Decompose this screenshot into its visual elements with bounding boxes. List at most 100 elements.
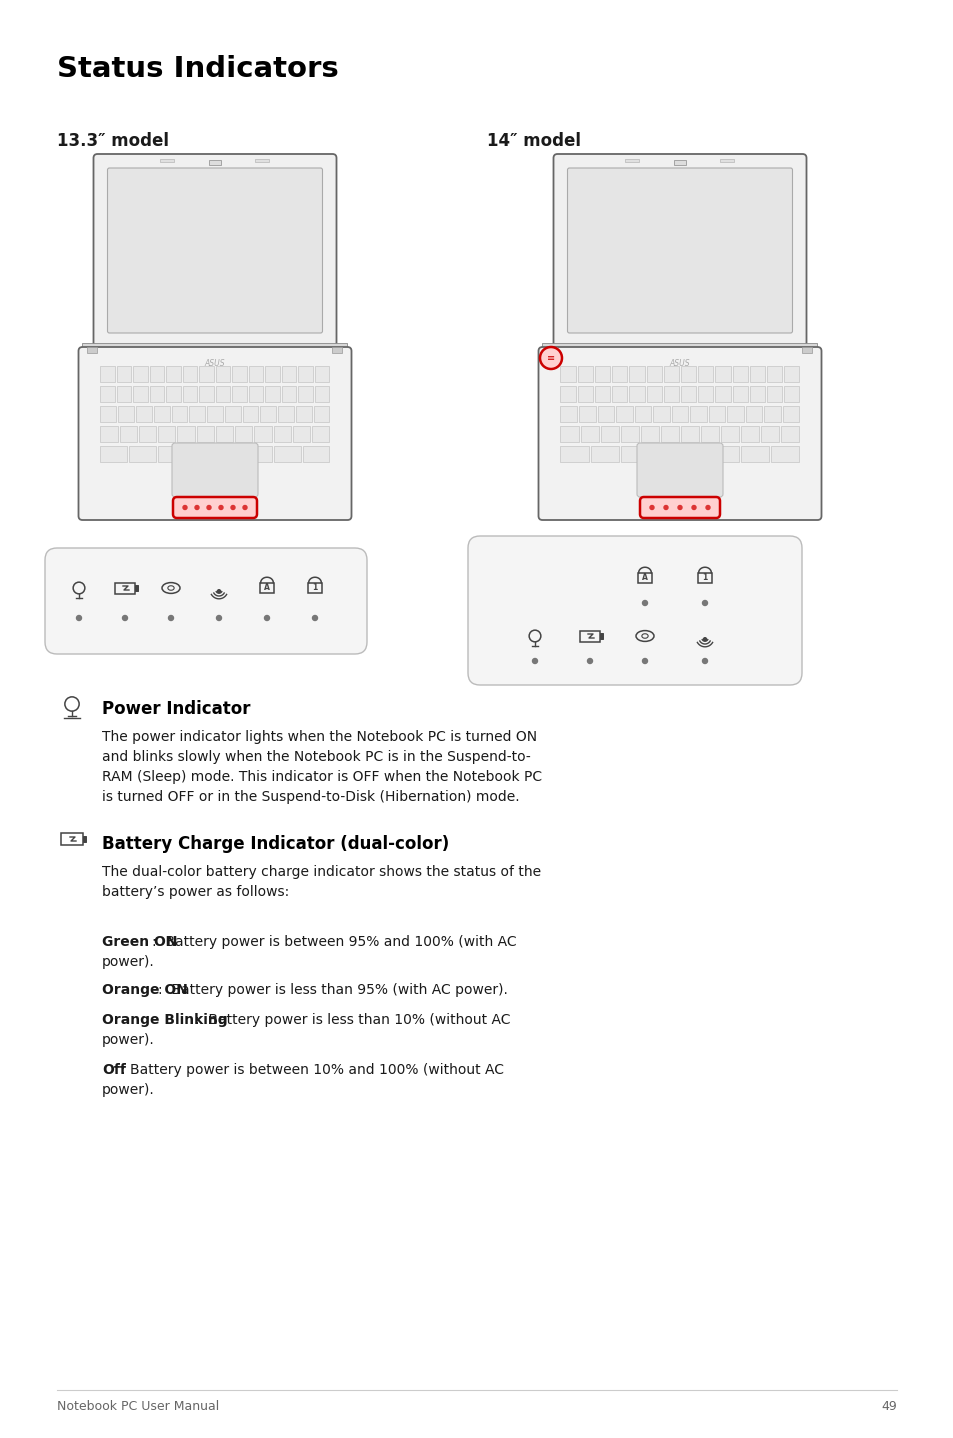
Bar xyxy=(542,344,817,351)
Bar xyxy=(215,426,233,441)
Bar xyxy=(265,385,280,403)
Bar xyxy=(673,160,685,165)
Bar xyxy=(708,406,724,421)
Circle shape xyxy=(587,659,592,663)
Bar xyxy=(547,347,557,352)
Circle shape xyxy=(231,506,234,509)
Bar xyxy=(308,582,322,594)
Bar xyxy=(100,385,115,403)
Circle shape xyxy=(532,659,537,663)
Bar xyxy=(597,406,614,421)
Bar xyxy=(100,367,115,383)
Bar xyxy=(579,630,599,641)
Bar xyxy=(745,406,761,421)
Bar xyxy=(732,385,747,403)
Text: The power indicator lights when the Notebook PC is turned ON: The power indicator lights when the Note… xyxy=(102,731,537,743)
Bar xyxy=(660,426,679,441)
Bar xyxy=(680,446,708,462)
Text: Off: Off xyxy=(102,1063,126,1077)
Bar xyxy=(720,160,733,162)
Bar xyxy=(254,160,269,162)
Text: and blinks slowly when the Notebook PC is in the Suspend-to-: and blinks slowly when the Notebook PC i… xyxy=(102,751,530,764)
Bar xyxy=(629,367,644,383)
FancyBboxPatch shape xyxy=(93,154,336,347)
Bar xyxy=(760,426,779,441)
Text: ≡: ≡ xyxy=(546,352,555,362)
Text: RAM (Sleep) mode. This indicator is OFF when the Notebook PC: RAM (Sleep) mode. This indicator is OFF … xyxy=(102,769,541,784)
Text: ASUS: ASUS xyxy=(669,360,690,368)
Bar xyxy=(100,426,117,441)
Circle shape xyxy=(705,506,709,509)
Text: Green ON: Green ON xyxy=(102,935,177,949)
Bar xyxy=(254,426,272,441)
Bar xyxy=(740,426,759,441)
Bar xyxy=(167,367,181,383)
Bar xyxy=(646,367,661,383)
Bar xyxy=(274,426,291,441)
Bar xyxy=(783,367,799,383)
Bar xyxy=(782,406,799,421)
Bar xyxy=(83,835,86,843)
Circle shape xyxy=(663,506,667,509)
Text: :  Battery power is less than 10% (without AC: : Battery power is less than 10% (withou… xyxy=(194,1012,510,1027)
Bar xyxy=(215,385,231,403)
FancyBboxPatch shape xyxy=(468,536,801,684)
Text: The dual-color battery charge indicator shows the status of the: The dual-color battery charge indicator … xyxy=(102,866,540,879)
Bar xyxy=(88,347,97,352)
Circle shape xyxy=(702,637,706,641)
FancyBboxPatch shape xyxy=(537,347,821,521)
Bar xyxy=(726,406,743,421)
Bar xyxy=(158,426,175,441)
Bar xyxy=(274,446,300,462)
Bar xyxy=(697,572,712,584)
Bar xyxy=(732,367,747,383)
Bar xyxy=(700,426,719,441)
Circle shape xyxy=(539,347,561,370)
Bar xyxy=(766,385,781,403)
Bar xyxy=(100,446,128,462)
Circle shape xyxy=(641,601,647,605)
Bar xyxy=(136,406,152,421)
Text: Notebook PC User Manual: Notebook PC User Manual xyxy=(57,1401,219,1414)
Bar xyxy=(663,367,679,383)
Bar xyxy=(260,406,276,421)
Bar xyxy=(293,426,310,441)
Circle shape xyxy=(216,615,221,621)
FancyBboxPatch shape xyxy=(567,168,792,334)
FancyBboxPatch shape xyxy=(639,498,720,518)
Text: Battery Charge Indicator (dual-color): Battery Charge Indicator (dual-color) xyxy=(102,835,449,853)
Bar xyxy=(282,367,296,383)
Bar xyxy=(215,367,231,383)
Bar xyxy=(612,367,627,383)
Text: Power Indicator: Power Indicator xyxy=(102,700,251,718)
Bar xyxy=(600,426,618,441)
Bar xyxy=(640,426,659,441)
Bar xyxy=(199,385,213,403)
Bar xyxy=(314,367,329,383)
Circle shape xyxy=(217,590,220,592)
Text: A: A xyxy=(264,584,270,592)
Bar xyxy=(177,426,194,441)
Bar xyxy=(624,160,639,162)
Bar xyxy=(167,385,181,403)
Bar xyxy=(766,367,781,383)
Bar xyxy=(295,406,312,421)
Bar xyxy=(595,367,610,383)
Bar xyxy=(302,446,329,462)
Bar xyxy=(783,385,799,403)
Bar xyxy=(690,406,706,421)
Bar xyxy=(638,572,652,584)
Circle shape xyxy=(243,506,247,509)
Bar xyxy=(616,406,632,421)
Bar xyxy=(215,446,243,462)
Text: : Battery power is between 10% and 100% (without AC: : Battery power is between 10% and 100% … xyxy=(120,1063,503,1077)
Bar xyxy=(680,367,696,383)
Bar xyxy=(130,446,156,462)
Bar xyxy=(650,446,679,462)
Bar xyxy=(133,367,148,383)
Bar xyxy=(312,426,329,441)
Text: power).: power). xyxy=(102,1083,154,1097)
Bar xyxy=(61,833,83,846)
Bar xyxy=(282,385,296,403)
Bar xyxy=(265,367,280,383)
